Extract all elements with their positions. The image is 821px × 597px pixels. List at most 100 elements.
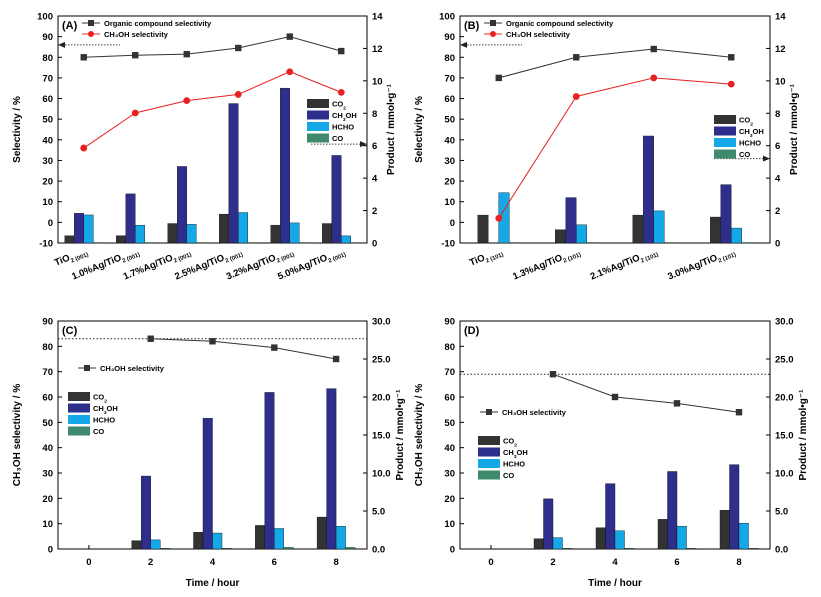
y-tick-label: 30 (444, 156, 455, 167)
bar-hcho (676, 526, 687, 550)
y2-tick-label: 4 (372, 174, 378, 185)
bar-ch3oh (280, 87, 290, 244)
y-tick-label: 50 (444, 115, 455, 126)
bar-ch3oh (177, 166, 187, 244)
series-line-organic (498, 48, 732, 79)
x-tick-label: 0 (86, 557, 91, 568)
x-axis-title: Time / hour (186, 578, 240, 589)
chart-panel-1: -10 0 10 20 30 40 50 60 70 80 90 100 0 2 4 6 8 10 12 14 Sele… (414, 12, 800, 285)
point-marker-square (338, 47, 345, 55)
bar-ch3oh (543, 498, 554, 550)
point-marker-square (271, 344, 278, 351)
legend-line-label: CH₃OH selectivity (502, 408, 567, 417)
bar-co (283, 547, 294, 550)
legend-bar-label: CO2 (332, 100, 346, 112)
bar-ch3oh (228, 103, 239, 244)
point-marker-circle (286, 68, 294, 76)
y-axis-title: CH₃OH selectivity / % (414, 384, 425, 487)
y2-tick-label: 0 (372, 239, 377, 250)
bar-hcho (212, 532, 223, 550)
bar-hcho (150, 539, 161, 550)
y2-axis-title: Product / mmol•g⁻¹ (798, 389, 809, 481)
bar-hcho (552, 537, 563, 550)
y-tick-label: 80 (444, 342, 455, 353)
arrow-left-head-icon (460, 41, 467, 48)
y-tick-label: 30 (444, 469, 455, 480)
plot-frame (459, 15, 771, 244)
x-tick-label: 6 (272, 557, 277, 568)
panel-label: (B) (464, 20, 480, 32)
y-tick-label: 100 (37, 12, 53, 23)
legend-swatch-co (478, 470, 500, 480)
bar-co (345, 547, 356, 550)
point-marker-circle (495, 214, 503, 222)
y2-tick-label: 5.0 (372, 507, 385, 518)
y2-tick-label: 4 (775, 174, 781, 185)
point-marker-square (549, 371, 557, 378)
bar-co (93, 242, 103, 244)
y2-tick-label: 20.0 (775, 393, 794, 404)
y-tick-label: 10 (42, 519, 53, 530)
y-tick-label: 20 (444, 177, 455, 188)
point-marker-square (183, 50, 190, 58)
y2-tick-label: 5.0 (775, 507, 788, 518)
bar-co (562, 548, 573, 550)
y2-tick-label: 10.0 (775, 469, 794, 480)
bar-hcho (274, 528, 284, 550)
arrow-left-head-icon (58, 41, 65, 48)
bar-ch3oh (331, 155, 342, 244)
plot-frame (57, 15, 368, 244)
point-marker-square (673, 400, 681, 407)
y-tick-label: 30 (42, 156, 53, 167)
series-line-organic (552, 373, 740, 413)
bar-hcho (186, 224, 197, 244)
bar-co (221, 548, 232, 550)
y-tick-label: 10 (444, 197, 455, 208)
legend-square-icon (88, 20, 94, 26)
bar-co (350, 242, 361, 244)
legend-swatch-ch3oh (307, 110, 329, 120)
legend-swatch-hcho (478, 459, 500, 468)
bar-co (664, 242, 675, 244)
series-line-ch3oh_line (83, 71, 342, 149)
y-tick-label: 0 (48, 218, 53, 229)
bar-co2 (555, 229, 566, 244)
panel-label: (A) (62, 20, 78, 32)
legend-line-label: CH₃OH selectivity (104, 30, 169, 39)
y-tick-label: 40 (42, 443, 53, 454)
point-marker-square (332, 355, 340, 363)
bar-ch3oh (720, 184, 732, 244)
panel-label: (C) (62, 325, 78, 337)
category-label: 1.3%Ag/TiO2 (101) (511, 246, 582, 285)
x-tick-label: 4 (210, 557, 216, 568)
bar-co2 (710, 216, 721, 244)
y-tick-label: 80 (42, 53, 53, 64)
bar-co2 (193, 532, 204, 550)
y-tick-label: 40 (444, 443, 455, 454)
y-tick-label: 60 (42, 94, 53, 105)
legend-swatch-co (68, 426, 90, 436)
bar-co2 (719, 510, 730, 550)
y2-tick-label: 30.0 (775, 317, 794, 328)
point-marker-square (235, 44, 242, 52)
legend-square-icon (486, 409, 492, 415)
y2-tick-label: 20.0 (372, 393, 391, 404)
x-tick-label: 2 (550, 557, 555, 568)
legend-swatch-co (714, 149, 736, 159)
y-tick-label: 20 (42, 494, 53, 505)
point-marker-circle (80, 144, 88, 152)
y2-tick-label: 15.0 (775, 431, 794, 442)
legend-swatch-co (307, 133, 329, 143)
bar-co2 (657, 519, 668, 550)
bar-co2 (322, 223, 332, 244)
y2-tick-label: 2 (775, 206, 780, 217)
y-tick-label: 40 (444, 135, 455, 146)
x-tick-label: 4 (612, 557, 618, 568)
legend-swatch-ch3oh (68, 403, 90, 413)
bar-co2 (270, 224, 281, 244)
legend-bar-label: CH3OH (93, 404, 118, 416)
bar-ch3oh (643, 135, 654, 244)
bar-co (509, 242, 520, 244)
point-marker-square (573, 54, 580, 61)
y-tick-label: 40 (42, 135, 53, 146)
